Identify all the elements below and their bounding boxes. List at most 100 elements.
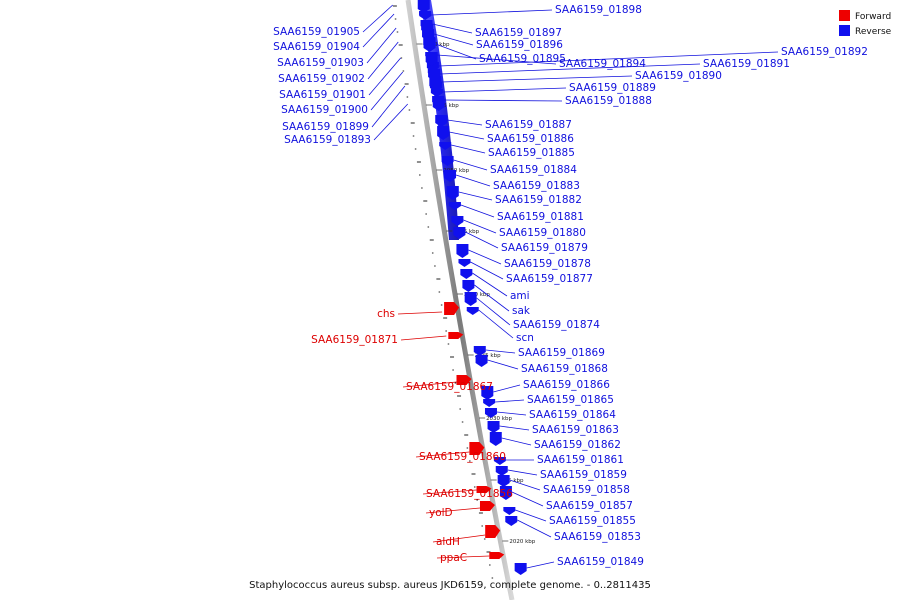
gene-label-saa6159-01892: SAA6159_01892 xyxy=(781,46,868,58)
leader-line-saa6159-01881 xyxy=(460,204,495,218)
gene-label-saa6159-01862: SAA6159_01862 xyxy=(534,439,621,451)
gene-label-ami: ami xyxy=(510,290,530,302)
gene-label-saa6159-01863: SAA6159_01863 xyxy=(532,424,619,436)
gene-arrow-ppac xyxy=(489,552,505,559)
leader-line-saa6159-01887 xyxy=(447,119,483,126)
gene-arrow-saa6159-01883 xyxy=(444,170,457,182)
gene-arrow-saa6159-01878 xyxy=(456,244,469,258)
gene-arrow-saa6159-01903 xyxy=(421,24,434,34)
gene-label-saa6159-01849: SAA6159_01849 xyxy=(557,556,644,568)
leader-line-chs xyxy=(397,311,443,315)
map-caption: Staphylococcus aureus subsp. aureus JKD6… xyxy=(249,580,651,591)
gene-arrow-saa6159-01877 xyxy=(458,259,471,267)
leader-line-saa6159-01879 xyxy=(465,231,499,249)
tick-label: 2060 kbp xyxy=(424,42,450,48)
gene-label-saa6159-01858: SAA6159_01858 xyxy=(543,484,630,496)
leader-line-saa6159-01862 xyxy=(501,437,532,446)
gene-label-saa6159-01871: SAA6159_01871 xyxy=(311,334,398,346)
leader-line-saa6159-01892 xyxy=(438,51,779,67)
leader-line-saa6159-01878 xyxy=(468,249,502,265)
gene-arrow-saa6159-01858 xyxy=(497,475,510,487)
gene-arrow-scn xyxy=(466,307,479,315)
gene-arrow-saa6159-01856 xyxy=(476,486,492,493)
leader-line-ppac xyxy=(436,555,490,559)
gene-arrow-saa6159-01860 xyxy=(469,442,485,455)
gene-label-saa6159-01860: SAA6159_01860 xyxy=(419,451,506,463)
tick-label: 2025 kbp xyxy=(498,478,524,484)
gene-arrow-saa6159-01868 xyxy=(475,355,488,367)
leader-line-saa6159-01871 xyxy=(400,335,447,341)
gene-arrow-saa6159-01869 xyxy=(473,346,486,356)
gene-label-saa6159-01890: SAA6159_01890 xyxy=(635,70,722,82)
gene-label-saa6159-01865: SAA6159_01865 xyxy=(527,394,614,406)
leader-line-saa6159-01884 xyxy=(453,159,488,171)
leader-line-saa6159-01893 xyxy=(373,103,409,141)
legend: Forward Reverse xyxy=(839,10,892,37)
leader-line-saa6159-01856 xyxy=(422,489,477,495)
gene-arrow-yold xyxy=(479,501,495,511)
gene-label-saa6159-01859: SAA6159_01859 xyxy=(540,469,627,481)
leader-line-saa6159-01859 xyxy=(507,469,538,476)
forward-strand-genes xyxy=(444,302,505,559)
reverse-strand-genes xyxy=(417,0,527,575)
leader-line-saa6159-01863 xyxy=(499,425,530,431)
gene-label-saa6159-01888: SAA6159_01888 xyxy=(565,95,652,107)
gene-label-saa6159-01896: SAA6159_01896 xyxy=(476,39,563,51)
gene-label-saa6159-01895: SAA6159_01895 xyxy=(479,53,566,65)
gene-arrow-ami xyxy=(460,269,473,279)
legend-reverse-label: Reverse xyxy=(855,27,892,37)
gene-arrow-saa6159-01859 xyxy=(495,466,508,476)
leader-line-saa6159-01882 xyxy=(458,191,493,201)
gene-label-saa6159-01898: SAA6159_01898 xyxy=(555,4,642,16)
gene-arrow-saa6159-01901 xyxy=(425,52,438,66)
gene-label-saa6159-01856: SAA6159_01856 xyxy=(426,488,513,500)
gene-label-saa6159-01867: SAA6159_01867 xyxy=(406,381,493,393)
leader-line-saa6159-01855 xyxy=(515,509,547,522)
leader-line-saa6159-01896 xyxy=(433,33,474,46)
gene-label-saa6159-01899: SAA6159_01899 xyxy=(282,121,369,133)
gene-label-saa6159-01903: SAA6159_01903 xyxy=(277,57,364,69)
gene-arrow-saa6159-01874 xyxy=(464,292,477,306)
gene-label-saa6159-01897: SAA6159_01897 xyxy=(475,27,562,39)
gene-label-saa6159-01861: SAA6159_01861 xyxy=(537,454,624,466)
leader-line-saa6159-01880 xyxy=(463,219,497,234)
gene-label-saa6159-01902: SAA6159_01902 xyxy=(278,73,365,85)
gene-label-saa6159-01891: SAA6159_01891 xyxy=(703,58,790,70)
leader-line-saa6159-01864 xyxy=(496,411,527,416)
leader-line-saa6159-01877 xyxy=(470,261,504,280)
gene-arrow-saa6159-01905 xyxy=(417,0,430,13)
leader-line-saa6159-01874 xyxy=(476,297,511,326)
leader-line-ami xyxy=(472,272,508,297)
leader-line-saa6159-01867 xyxy=(402,381,457,388)
gene-arrow-saa6159-01863 xyxy=(487,421,500,433)
leader-line-saa6159-01891 xyxy=(440,63,701,75)
gene-arrow-saa6159-01853 xyxy=(505,516,518,526)
label-leader-lines xyxy=(362,4,779,569)
tick-marks: 2060 kbp 2055 kbp 2050 kbp 2045 kbp 2040 kbp… xyxy=(392,5,536,579)
gene-label-ppac: ppaC xyxy=(440,552,467,564)
gene-label-saa6159-01900: SAA6159_01900 xyxy=(281,104,368,116)
leader-line-saa6159-01903 xyxy=(366,27,397,64)
gene-label-saa6159-01882: SAA6159_01882 xyxy=(495,194,582,206)
gene-arrow-saa6159-01893 xyxy=(432,99,445,111)
gene-label-saa6159-01879: SAA6159_01879 xyxy=(501,242,588,254)
leader-line-saa6159-01895 xyxy=(435,43,477,60)
gene-label-saa6159-01885: SAA6159_01885 xyxy=(488,147,575,159)
tick-label: 2040 kbp xyxy=(464,292,490,298)
gene-label-saa6159-01889: SAA6159_01889 xyxy=(569,82,656,94)
legend-reverse-swatch xyxy=(839,25,850,36)
leader-line-saa6159-01885 xyxy=(451,144,486,154)
leader-line-saa6159-01904 xyxy=(362,13,395,48)
gene-label-saa6159-01905: SAA6159_01905 xyxy=(273,26,360,38)
tick-label: 2050 kbp xyxy=(443,168,469,174)
gene-label-scn: scn xyxy=(516,332,534,344)
gene-arrow-saa6159-01889 xyxy=(430,89,443,97)
gene-arrow-sak xyxy=(462,280,475,292)
gene-label-saa6159-01887: SAA6159_01887 xyxy=(485,119,572,131)
gene-label-chs: chs xyxy=(377,308,395,320)
gene-label-yold: yolD xyxy=(429,507,453,519)
gene-arrow-saa6159-01880 xyxy=(451,216,464,226)
gene-label-saa6159-01869: SAA6159_01869 xyxy=(518,347,605,359)
leader-line-saa6159-01898 xyxy=(431,9,553,16)
legend-forward-label: Forward xyxy=(855,12,891,22)
